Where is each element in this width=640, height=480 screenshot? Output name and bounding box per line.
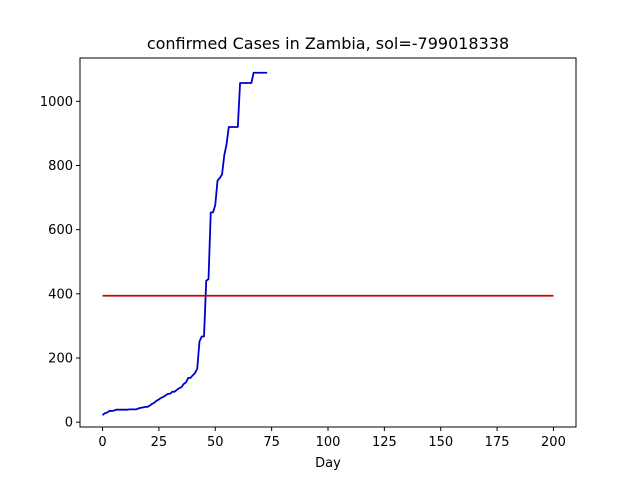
y-tick-label: 400 — [48, 287, 73, 302]
x-tick-label: 75 — [263, 435, 280, 450]
series-layer — [101, 71, 554, 416]
x-tick-label: 200 — [541, 435, 566, 450]
chart-title: confirmed Cases in Zambia, sol=-79901833… — [147, 34, 509, 53]
x-tick-label: 175 — [485, 435, 510, 450]
y-axis: 0 200 400 600 800 1000 — [40, 95, 80, 431]
x-axis: 0 25 50 75 100 125 150 175 200 — [98, 427, 566, 450]
y-tick-label: 600 — [48, 223, 73, 238]
y-tick-label: 800 — [48, 159, 73, 174]
y-tick-label: 200 — [48, 352, 73, 367]
x-tick-label: 100 — [316, 435, 341, 450]
y-tick-label: 0 — [65, 416, 73, 431]
x-tick-label: 25 — [151, 435, 168, 450]
x-tick-label: 125 — [372, 435, 397, 450]
plot-frame — [79, 57, 577, 428]
y-tick-label: 1000 — [40, 95, 73, 110]
x-tick-label: 0 — [98, 435, 106, 450]
series-line-1 — [101, 71, 268, 416]
x-tick-label: 150 — [428, 435, 453, 450]
x-axis-label: Day — [315, 456, 341, 471]
x-tick-label: 50 — [207, 435, 224, 450]
